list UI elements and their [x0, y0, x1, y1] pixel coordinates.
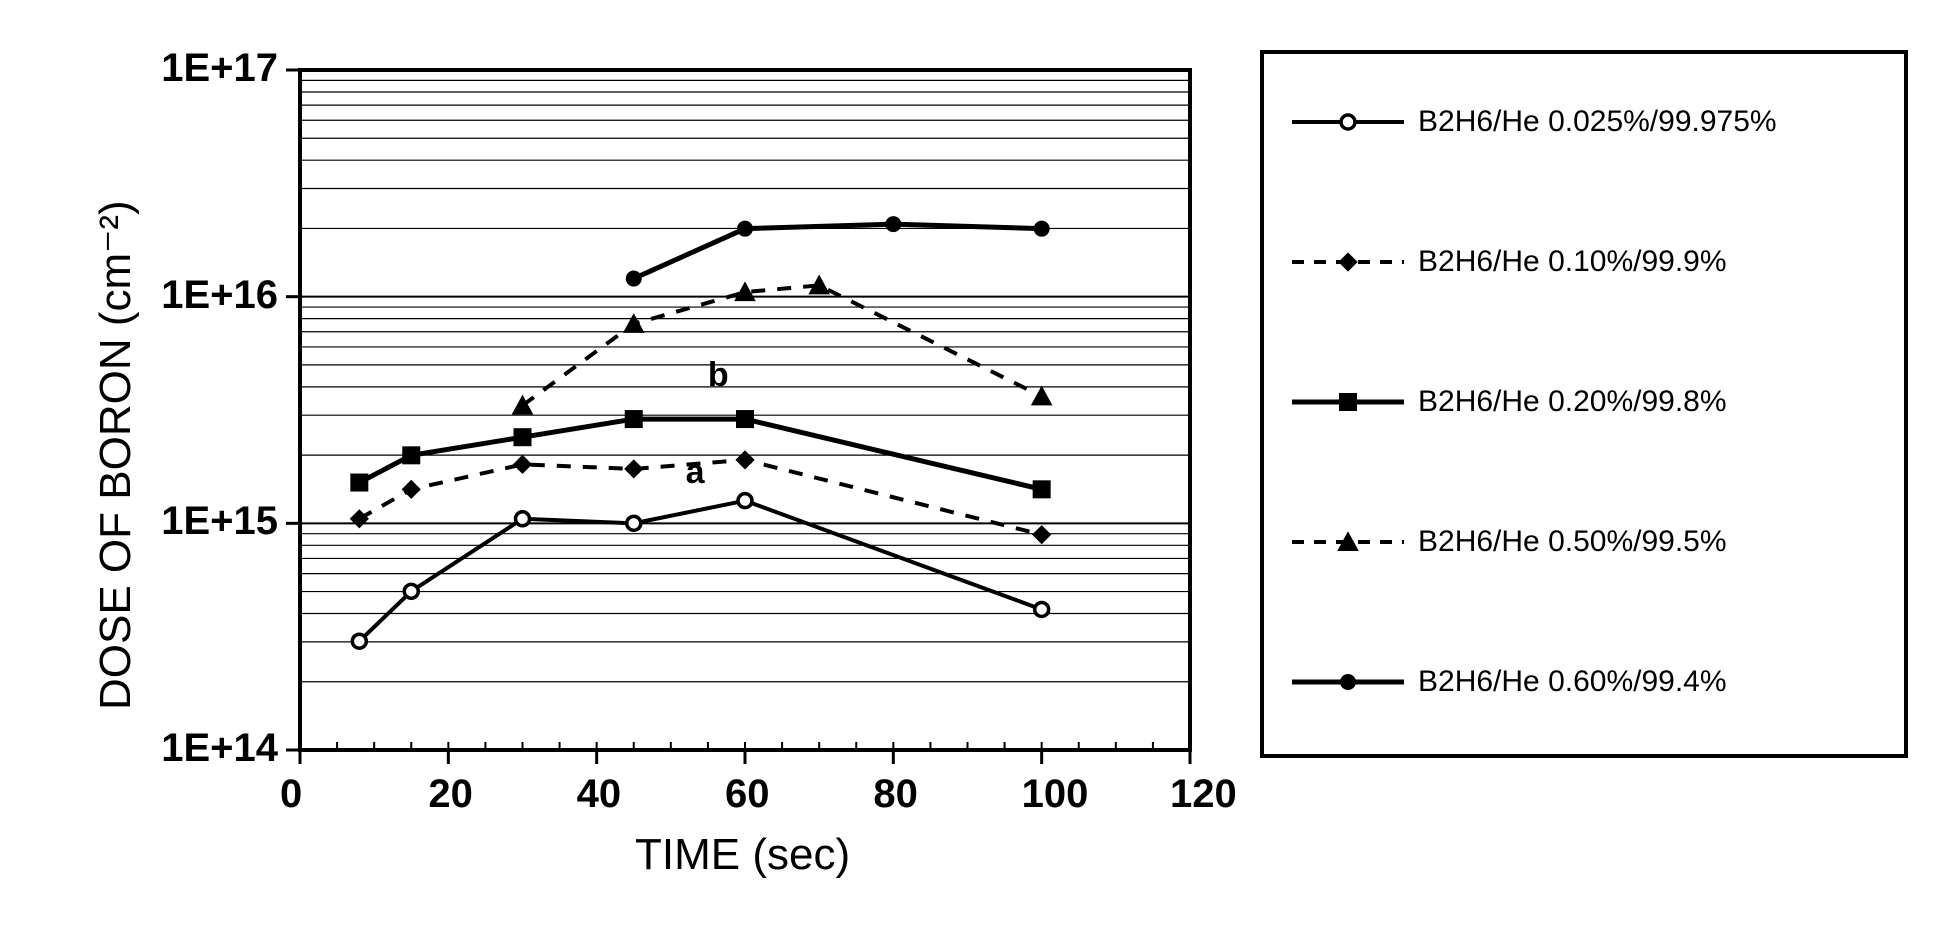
chart-svg: [40, 20, 1230, 790]
legend-swatch: [1288, 382, 1408, 422]
y-tick-label: 1E+15: [161, 499, 278, 544]
legend-item: B2H6/He 0.50%/99.5%: [1288, 522, 1727, 562]
y-axis-label: DOSE OF BORON (cm⁻²): [90, 200, 141, 710]
x-tick-label: 80: [873, 772, 918, 817]
legend-label: B2H6/He 0.50%/99.5%: [1418, 525, 1727, 559]
legend-swatch: [1288, 662, 1408, 702]
legend-item: B2H6/He 0.10%/99.9%: [1288, 242, 1727, 282]
chart-annotation: a: [686, 453, 705, 492]
x-axis-label: TIME (sec): [635, 830, 850, 880]
chart-annotation: b: [708, 356, 729, 395]
y-tick-label: 1E+17: [161, 46, 278, 91]
legend-label: B2H6/He 0.20%/99.8%: [1418, 385, 1727, 419]
x-tick-label: 120: [1170, 772, 1237, 817]
legend-item: B2H6/He 0.20%/99.8%: [1288, 382, 1727, 422]
legend-item: B2H6/He 0.60%/99.4%: [1288, 662, 1727, 702]
x-tick-label: 100: [1022, 772, 1089, 817]
legend-swatch: [1288, 522, 1408, 562]
legend-label: B2H6/He 0.10%/99.9%: [1418, 245, 1727, 279]
x-tick-label: 20: [428, 772, 473, 817]
legend-swatch: [1288, 242, 1408, 282]
legend-label: B2H6/He 0.60%/99.4%: [1418, 665, 1727, 699]
x-tick-label: 40: [577, 772, 622, 817]
y-tick-label: 1E+16: [161, 273, 278, 318]
legend-box: B2H6/He 0.025%/99.975% B2H6/He 0.10%/99.9…: [1260, 50, 1908, 758]
x-tick-label: 0: [280, 772, 302, 817]
page: B2H6/He 0.025%/99.975% B2H6/He 0.10%/99.9…: [0, 0, 1938, 933]
legend-item: B2H6/He 0.025%/99.975%: [1288, 102, 1777, 142]
x-tick-label: 60: [725, 772, 770, 817]
legend-swatch: [1288, 102, 1408, 142]
legend-label: B2H6/He 0.025%/99.975%: [1418, 105, 1777, 139]
y-tick-label: 1E+14: [161, 726, 278, 771]
